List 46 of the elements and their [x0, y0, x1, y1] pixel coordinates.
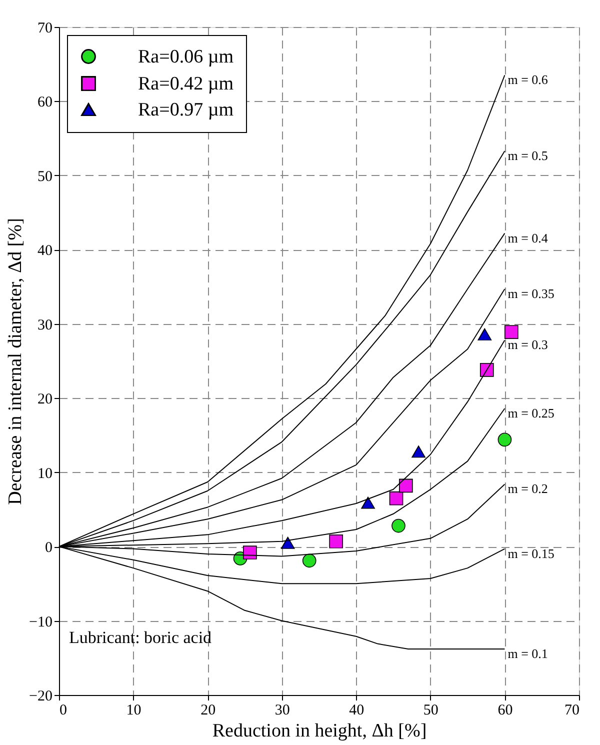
x-tick-label: 10 [126, 702, 142, 718]
point [302, 554, 316, 568]
point [480, 362, 494, 377]
series-label: m = 0.2 [508, 481, 548, 496]
series-label: m = 0.6 [508, 72, 548, 88]
x-tick-label: 40 [349, 702, 364, 718]
x-tick-label: 70 [564, 702, 580, 718]
y-tick-label: 0 [45, 540, 52, 556]
point [361, 496, 375, 509]
y-tick-label: 30 [38, 317, 52, 334]
point [412, 446, 426, 458]
series-label: m = 0.4 [508, 230, 548, 246]
point [498, 432, 512, 447]
point [398, 478, 413, 493]
point [389, 491, 404, 506]
x-tick-label: 60 [498, 702, 513, 718]
point [478, 328, 492, 340]
y-tick-label: 70 [38, 20, 52, 36]
point [504, 325, 518, 339]
y-tick-label: 10 [38, 466, 52, 482]
series-label: m = 0.35 [508, 286, 554, 302]
y-tick-label: 50 [38, 168, 52, 185]
series-label: m = 0.5 [508, 148, 548, 163]
legend-label: Ra=0.06 µm [138, 46, 234, 68]
y-tick-label: −20 [29, 688, 52, 704]
x-tick-label: 30 [274, 702, 290, 718]
series-label: m = 0.15 [508, 546, 554, 561]
y-tick-label: 60 [38, 94, 52, 111]
legend-label: Ra=0.42 µm [138, 74, 234, 94]
y-tick-label: 20 [38, 392, 52, 408]
point [392, 518, 406, 533]
x-tick-label: 0 [60, 702, 67, 718]
y-tick-label: −10 [29, 614, 52, 630]
legend-label: Ra=0.97 µm [138, 100, 234, 120]
series-label: m = 0.25 [508, 406, 554, 420]
annotation: Lubricant: boric acid [69, 628, 212, 647]
series-label: m = 0.1 [508, 646, 548, 661]
point [329, 534, 344, 548]
series-label: m = 0.3 [508, 337, 548, 352]
y-tick-label: 40 [38, 243, 52, 260]
x-axis-title: Reduction in height, Δh [%] [212, 720, 427, 742]
y-axis-title: Decrease in internal diameter, Δd [%] [5, 218, 26, 505]
point [242, 546, 257, 560]
x-tick-label: 20 [200, 702, 216, 718]
point [280, 536, 295, 549]
x-tick-label: 50 [423, 702, 438, 718]
